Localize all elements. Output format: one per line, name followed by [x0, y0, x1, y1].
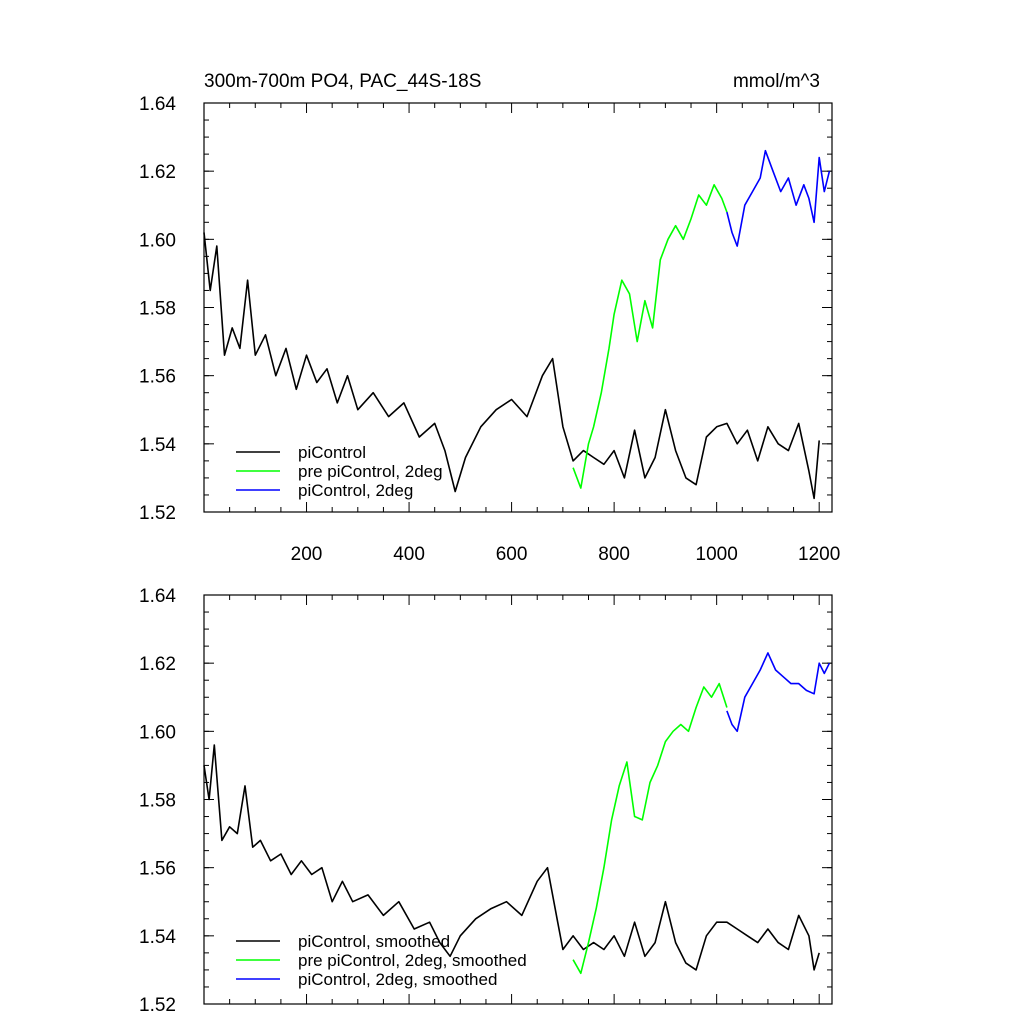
- legend-label: piControl, 2deg, smoothed: [298, 970, 497, 989]
- y-tick-label: 1.60: [139, 230, 176, 251]
- y-tick-label: 1.64: [139, 586, 176, 607]
- y-tick-label: 1.56: [139, 859, 176, 880]
- top-panel-series: [203, 149, 831, 500]
- y-tick-label: 1.54: [139, 927, 176, 948]
- legend-label: pre piControl, 2deg, smoothed: [298, 951, 527, 970]
- y-tick-label: 1.52: [139, 503, 176, 524]
- series-line-1: [572, 184, 728, 489]
- x-tick-label: 600: [496, 544, 528, 565]
- bottom-panel-y-tick-labels: 1.52 1.54 1.56 1.58 1.60 1.62 1.64: [139, 586, 176, 1016]
- y-tick-label: 1.62: [139, 162, 176, 183]
- top-panel-units: mmol/m^3: [733, 71, 820, 92]
- x-tick-label: 400: [393, 544, 425, 565]
- y-tick-label: 1.58: [139, 791, 176, 812]
- x-tick-label: 1200: [798, 544, 840, 565]
- x-tick-label: 200: [291, 544, 323, 565]
- series-line-2: [726, 652, 831, 733]
- y-tick-label: 1.54: [139, 435, 176, 456]
- legend-label: piControl, 2deg: [298, 481, 413, 500]
- top-panel: 300m-700m PO4, PAC_44S-18S mmol/m^3 1.52…: [139, 71, 840, 565]
- bottom-panel: 1.52 1.54 1.56 1.58 1.60 1.62 1.64 piControl, …: [139, 586, 833, 1016]
- series-line-1: [572, 682, 728, 975]
- legend-label: pre piControl, 2deg: [298, 462, 443, 481]
- y-tick-label: 1.52: [139, 995, 176, 1016]
- legend-label: piControl, smoothed: [298, 932, 450, 951]
- y-tick-label: 1.56: [139, 367, 176, 388]
- y-tick-label: 1.64: [139, 94, 176, 115]
- y-tick-label: 1.58: [139, 299, 176, 320]
- top-panel-title: 300m-700m PO4, PAC_44S-18S: [204, 71, 481, 92]
- bottom-panel-ticks: [204, 594, 832, 1005]
- series-line-0: [203, 744, 820, 971]
- x-tick-label: 800: [598, 544, 630, 565]
- top-panel-ticks: [204, 102, 832, 513]
- top-panel-y-tick-labels: 1.52 1.54 1.56 1.58 1.60 1.62 1.64: [139, 94, 176, 524]
- legend-label: piControl: [298, 443, 366, 462]
- bottom-panel-series: [203, 652, 831, 975]
- x-tick-label: 1000: [696, 544, 738, 565]
- top-panel-x-tick-labels: 200 400 600 800 1000 1200: [291, 544, 841, 565]
- series-line-2: [726, 149, 831, 247]
- series-line-0: [203, 232, 820, 500]
- y-tick-label: 1.62: [139, 654, 176, 675]
- y-tick-label: 1.60: [139, 722, 176, 743]
